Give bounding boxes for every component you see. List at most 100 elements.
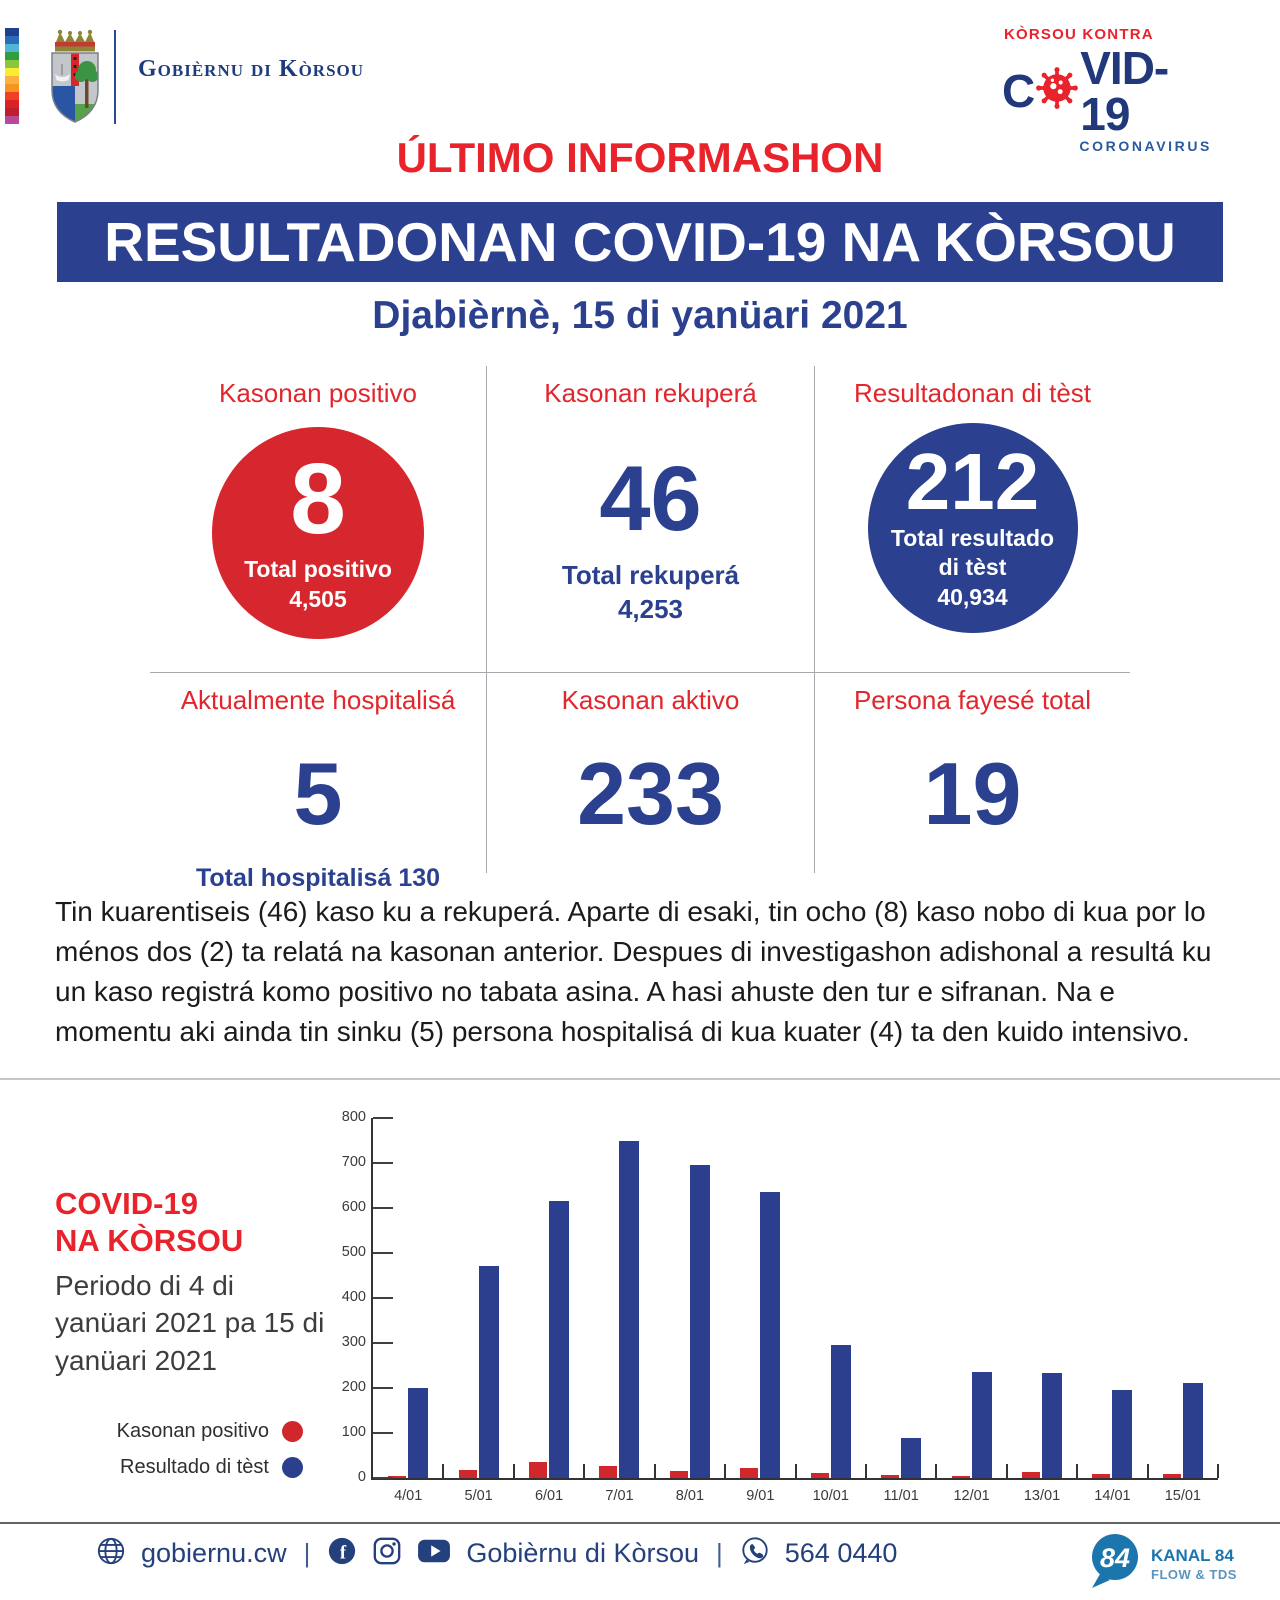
svg-text:84: 84 [1100, 1543, 1130, 1573]
bar-kasonan-positivo [458, 1469, 477, 1478]
x-axis-label: 4/01 [394, 1488, 423, 1504]
x-axis-label: 7/01 [605, 1488, 634, 1504]
youtube-icon[interactable] [417, 1536, 451, 1571]
crown-icon [55, 29, 95, 52]
covid-logo-kicker: KÒRSOU KONTRA [1004, 26, 1154, 43]
stat-label: Kasonan positivo [218, 378, 418, 408]
covid-logo-subtitle: CORONAVIRUS [1079, 138, 1212, 154]
instagram-icon[interactable] [372, 1536, 402, 1571]
bar-resultado-di-tèst [901, 1437, 922, 1478]
x-axis-label: 14/01 [1094, 1488, 1131, 1504]
chart-period: Periodo di 4 di yanüari 2021 pa 15 di ya… [55, 1270, 325, 1376]
y-axis-tick-label: 100 [341, 1424, 366, 1440]
bar-group [1077, 1118, 1150, 1478]
bar-group [796, 1118, 868, 1478]
stat-sub1: Total positivo [244, 556, 392, 583]
stat-sub2: di tèst [938, 554, 1007, 581]
kanal84-bubble-icon: 84 [1088, 1532, 1142, 1595]
flag-color-swatch [5, 116, 19, 124]
bar-group [514, 1118, 586, 1478]
red-circle-badge: 8 Total positivo 4,505 [212, 427, 424, 639]
x-axis-label: 5/01 [464, 1488, 493, 1504]
virus-icon [1035, 66, 1079, 117]
y-axis-tick-label: 700 [341, 1154, 366, 1170]
y-axis-tick [373, 1252, 393, 1254]
flag-color-swatch [5, 108, 19, 116]
legend-label: Kasonan positivo [116, 1420, 269, 1442]
bar-resultado-di-tèst [408, 1388, 429, 1478]
section-divider [0, 1078, 1280, 1080]
legend-label: Resultado di tèst [120, 1456, 269, 1478]
stat-value: 233 [577, 744, 724, 843]
stat-value: 46 [599, 448, 702, 550]
globe-icon [96, 1536, 126, 1571]
chart-heading: COVID-19 NA KÒRSOU Periodo di 4 di yanüa… [55, 1186, 325, 1379]
footer-phone: 564 0440 [784, 1538, 898, 1568]
bar-chart: 4/01 5/01 6/01 7/01 8/01 9/01 10/01 11/01 12/01 1… [338, 1090, 1238, 1510]
stat-subtext: Total hospitalisá 130 [195, 864, 441, 892]
y-axis-tick-label: 800 [341, 1109, 366, 1125]
footer-divider [0, 1522, 1280, 1524]
footer-separator: | [303, 1538, 311, 1568]
y-axis-tick [373, 1207, 393, 1209]
flag-color-swatch [5, 36, 19, 44]
covid19-campaign-logo: KÒRSOU KONTRA C VID-19 CORONAVIRUS [1002, 26, 1212, 154]
x-axis-label: 10/01 [812, 1488, 849, 1504]
footer-separator: | [716, 1538, 723, 1568]
government-name: Gobièrnu di Kòrsou [138, 56, 365, 82]
covid-logo-c: C [1002, 65, 1035, 117]
stat-sub1: Total rekuperá [561, 560, 740, 590]
flag-color-strip [5, 28, 19, 124]
stat-sub2: 4,253 [617, 593, 684, 624]
y-axis-tick [373, 1162, 393, 1164]
bar-resultado-di-tèst [549, 1201, 570, 1478]
bar-group [866, 1118, 938, 1478]
footer-social-name: Gobièrnu di Kòrsou [466, 1538, 699, 1568]
y-axis-tick [373, 1432, 393, 1434]
chart-heading-line1: COVID-19 [55, 1186, 198, 1221]
bar-resultado-di-tèst [619, 1141, 640, 1478]
stat-value: 5 [293, 744, 343, 843]
flag-color-swatch [5, 92, 19, 100]
report-date: Djabièrnè, 15 di yanüari 2021 [372, 294, 908, 337]
x-axis-label: 11/01 [883, 1488, 919, 1504]
stat-kasonan-positivo: Kasonan positivo 8 Total positivo 4,505 [150, 366, 486, 673]
y-axis-tick [373, 1297, 393, 1299]
legend-dot-blue [282, 1457, 303, 1478]
bar-kasonan-positivo [951, 1475, 970, 1478]
flag-color-swatch [5, 44, 19, 52]
bar-group [655, 1118, 727, 1478]
legend-dot-red [282, 1421, 303, 1442]
y-axis-tick-label: 0 [357, 1469, 366, 1485]
blue-circle-badge: 212 Total resultado di tèst 40,934 [867, 423, 1078, 633]
bar-group [443, 1118, 516, 1478]
facebook-icon[interactable]: f [327, 1536, 357, 1571]
kanal84-name: KANAL 84 [1151, 1546, 1234, 1566]
flag-color-swatch [5, 76, 19, 84]
chart-heading-line2: NA KÒRSOU [55, 1222, 244, 1258]
bar-resultado-di-tèst [689, 1165, 710, 1478]
x-axis-label: 6/01 [534, 1488, 564, 1504]
stat-subtext: Total rekuperá 4,253 [562, 559, 739, 627]
stat-kasonan-rekupera: Kasonan rekuperá 46 Total rekuperá 4,253 [486, 366, 815, 673]
svg-text:f: f [340, 1543, 347, 1564]
whatsapp-icon[interactable] [740, 1536, 770, 1571]
stat-aktualmente-hospitalisa: Aktualmente hospitalisá 5 Total hospital… [150, 673, 486, 892]
kanal84-logo: 84 KANAL 84 FLOW & TDS [1088, 1532, 1237, 1595]
x-labels: 4/01 5/01 6/01 7/01 8/01 9/01 10/01 11/01 12/01 1… [373, 1488, 1218, 1504]
page-title: RESULTADONAN COVID-19 NA KÒRSOU [57, 202, 1223, 282]
bar-kasonan-positivo [1022, 1472, 1040, 1478]
stat-kasonan-aktivo: Kasonan aktivo 233 [486, 673, 815, 873]
stat-value: 8 [290, 443, 346, 556]
x-axis-label: 13/01 [1023, 1488, 1061, 1504]
footer-contact: gobiernu.cw | f Gobièrnu di Kòrsou | 564… [96, 1536, 897, 1571]
bar-groups [373, 1118, 1220, 1478]
stat-value: 19 [923, 744, 1022, 843]
x-axis-line [371, 1478, 1218, 1480]
x-axis-label: 15/01 [1164, 1488, 1201, 1504]
bar-group [1148, 1118, 1220, 1478]
footer-website[interactable]: gobiernu.cw [141, 1538, 287, 1568]
x-axis-label: 8/01 [675, 1488, 705, 1504]
stat-sub1: Total resultado [890, 524, 1055, 551]
stat-resultadonan-di-test: Resultadonan di tèst 212 Total resultado… [815, 366, 1130, 673]
